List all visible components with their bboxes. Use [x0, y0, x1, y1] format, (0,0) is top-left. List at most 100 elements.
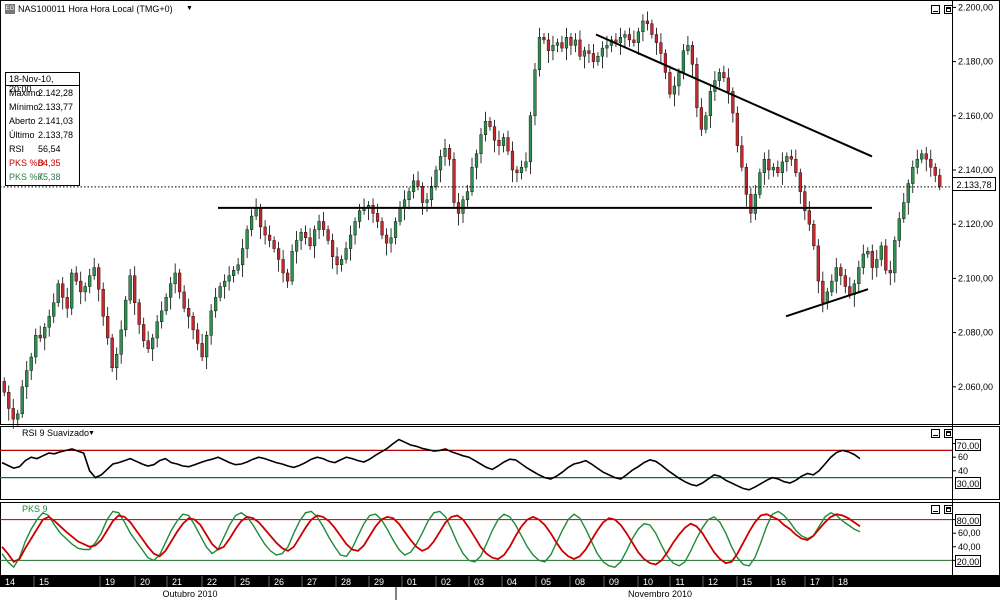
candle-up: [299, 232, 303, 241]
candle-down: [749, 194, 753, 214]
pks-level-high-flag: 80,00: [955, 514, 981, 526]
candle-up: [254, 207, 258, 217]
data-window-value: 2.133,77: [38, 102, 74, 112]
candle-down: [79, 280, 83, 293]
candle-up: [582, 50, 587, 57]
candle-down: [488, 121, 492, 127]
candle-down: [560, 42, 564, 49]
y-tick-label: 2.080,00: [958, 328, 993, 338]
rsi-level-low-flag: 30,00: [955, 477, 981, 489]
candle-up: [52, 302, 56, 317]
minimize-icon[interactable]: [931, 429, 940, 438]
candle-down: [731, 91, 735, 114]
x-tick-label: 28: [341, 577, 351, 587]
candle-down: [884, 245, 888, 271]
maximize-icon[interactable]: [944, 5, 953, 14]
candle-up: [893, 240, 897, 274]
candle-up: [600, 47, 605, 57]
candle-down: [506, 137, 510, 152]
candle-down: [191, 316, 195, 331]
chevron-down-icon[interactable]: ▼: [88, 430, 95, 437]
candle-up: [429, 186, 434, 201]
candle-up: [218, 286, 222, 298]
candle-up: [533, 69, 537, 117]
x-tick-label: 01: [407, 577, 417, 587]
candle-down: [735, 112, 739, 146]
candle-up: [348, 234, 353, 249]
candle-down: [335, 256, 339, 266]
candle-up: [25, 370, 29, 387]
candle-up: [47, 316, 51, 328]
y-tick-label: 2.100,00: [958, 273, 993, 283]
data-window-label: Aberto: [9, 116, 36, 126]
data-window-value: 56,54: [38, 144, 61, 154]
x-tick-label: 27: [307, 577, 317, 587]
candle-up: [92, 267, 96, 276]
candle-down: [281, 259, 285, 274]
candle-down: [142, 324, 146, 341]
maximize-icon[interactable]: [944, 505, 953, 514]
x-tick-label: 08: [575, 577, 585, 587]
candle-up: [164, 297, 168, 312]
candle-up: [618, 37, 623, 43]
candle-up: [605, 45, 609, 49]
candle-down: [767, 158, 771, 171]
candle-up: [902, 202, 906, 219]
trendline: [785, 288, 869, 318]
candle-up: [897, 218, 901, 241]
time-axis-bar: [0, 576, 1000, 587]
candle-down: [924, 153, 928, 160]
candle-down: [2, 381, 6, 393]
candle-up: [911, 167, 915, 184]
data-window-label: PKS %K: [9, 172, 44, 182]
candle-down: [146, 340, 150, 350]
candle-up: [241, 248, 245, 266]
candle-down: [38, 335, 42, 339]
candle-up: [128, 275, 132, 301]
candle-down: [308, 237, 312, 247]
candle-down: [268, 234, 272, 241]
chevron-down-icon[interactable]: ▼: [186, 5, 193, 12]
candle-up: [879, 245, 883, 260]
candle-down: [668, 72, 672, 95]
candle-up: [357, 210, 362, 222]
data-window-row: PKS %K 75,38: [6, 170, 79, 184]
x-tick-label: 17: [810, 577, 820, 587]
pks-tick-label: 40,00: [958, 542, 981, 552]
maximize-icon[interactable]: [944, 429, 953, 438]
rsi-level-high-flag: 70,00: [955, 439, 981, 451]
candle-down: [587, 50, 591, 54]
rsi-panel-title: RSI 9 Suavizado: [22, 428, 90, 438]
y-tick-label: 2.180,00: [958, 57, 993, 67]
candle-up: [227, 275, 231, 282]
candle-up: [906, 183, 910, 203]
data-window-row: RSI 56,54: [6, 142, 79, 156]
candle-up: [443, 148, 447, 157]
candle-up: [717, 72, 721, 81]
candle-up: [398, 207, 402, 222]
candle-up: [344, 248, 348, 260]
x-tick-label: 21: [172, 577, 182, 587]
candle-down: [699, 107, 703, 130]
data-window: 18-Nov-10, 20:00 Máximo 2.142,28 Mínimo 2.1…: [5, 72, 80, 186]
candle-down: [839, 267, 843, 276]
minimize-icon[interactable]: [931, 5, 940, 14]
candle-down: [178, 272, 182, 293]
x-tick-label: 05: [541, 577, 551, 587]
candle-down: [492, 126, 497, 141]
candle-down: [384, 234, 389, 244]
x-tick-label: 02: [441, 577, 451, 587]
y-tick-label: 2.060,00: [958, 382, 993, 392]
candle-up: [236, 264, 240, 271]
candle-down: [578, 39, 582, 57]
candle-up: [317, 221, 321, 230]
candle-up: [780, 161, 784, 173]
candle-down: [133, 275, 137, 303]
minimize-icon[interactable]: [931, 505, 940, 514]
candle-up: [155, 321, 159, 339]
candle-up: [704, 115, 708, 130]
candle-up: [623, 34, 627, 38]
candle-up: [596, 55, 600, 62]
